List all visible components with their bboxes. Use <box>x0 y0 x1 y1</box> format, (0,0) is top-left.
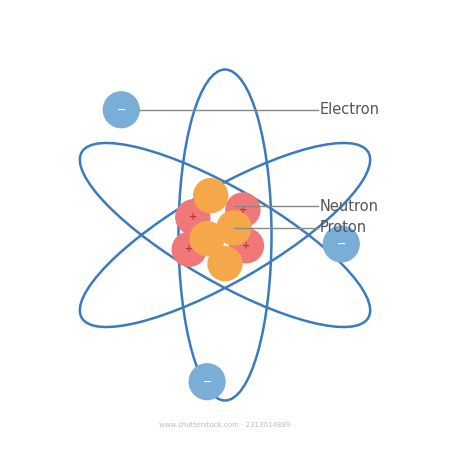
Circle shape <box>189 364 225 400</box>
Text: −: − <box>202 376 212 387</box>
Circle shape <box>230 229 263 263</box>
Circle shape <box>324 226 359 262</box>
Circle shape <box>208 247 242 281</box>
Text: +: + <box>185 244 194 254</box>
Text: −: − <box>337 239 346 249</box>
Circle shape <box>190 221 224 256</box>
Text: www.shutterstock.com · 2313014899: www.shutterstock.com · 2313014899 <box>159 422 291 428</box>
Text: Neutron: Neutron <box>320 199 379 214</box>
Text: +: + <box>239 205 247 215</box>
Text: +: + <box>189 212 197 222</box>
Circle shape <box>226 193 260 227</box>
Circle shape <box>104 92 139 128</box>
Text: Proton: Proton <box>320 220 367 235</box>
Circle shape <box>172 232 206 266</box>
Circle shape <box>194 179 228 212</box>
Text: Electron: Electron <box>320 102 380 118</box>
Text: +: + <box>243 241 251 251</box>
Circle shape <box>217 211 251 245</box>
Circle shape <box>176 200 210 234</box>
Text: −: − <box>117 105 126 115</box>
